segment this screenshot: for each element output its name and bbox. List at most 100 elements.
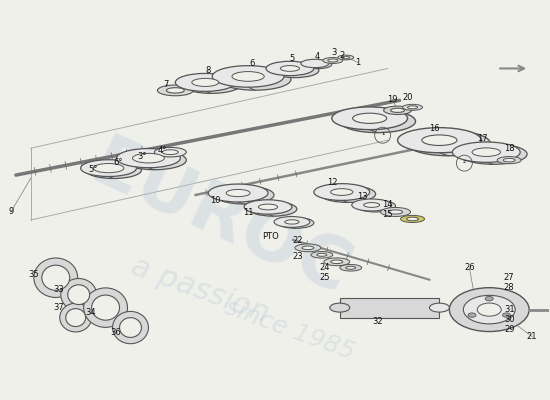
- Text: 23: 23: [293, 252, 303, 261]
- Text: 15: 15: [382, 210, 393, 220]
- Ellipse shape: [408, 106, 417, 109]
- Text: 22: 22: [293, 236, 303, 245]
- Ellipse shape: [271, 63, 319, 78]
- Text: 3°: 3°: [138, 152, 147, 161]
- Ellipse shape: [330, 303, 350, 312]
- Ellipse shape: [468, 313, 476, 317]
- Text: 12: 12: [328, 178, 338, 186]
- Ellipse shape: [81, 160, 136, 176]
- Ellipse shape: [317, 253, 327, 256]
- Text: 6°: 6°: [114, 158, 123, 167]
- Text: 17: 17: [477, 134, 488, 143]
- Bar: [340, 298, 439, 318]
- Text: 5°: 5°: [88, 165, 97, 174]
- Ellipse shape: [295, 244, 321, 252]
- Text: 27: 27: [504, 273, 514, 282]
- Ellipse shape: [94, 164, 124, 173]
- Text: 24: 24: [320, 263, 330, 272]
- Ellipse shape: [113, 312, 148, 344]
- Ellipse shape: [422, 135, 457, 146]
- Ellipse shape: [485, 296, 493, 301]
- Ellipse shape: [311, 252, 333, 258]
- Ellipse shape: [214, 186, 274, 204]
- Ellipse shape: [340, 110, 415, 133]
- Ellipse shape: [66, 309, 86, 326]
- Ellipse shape: [398, 128, 481, 153]
- Ellipse shape: [249, 202, 297, 216]
- Ellipse shape: [192, 78, 219, 86]
- Ellipse shape: [285, 220, 299, 224]
- Text: 33: 33: [53, 285, 64, 294]
- Ellipse shape: [304, 60, 332, 69]
- Text: 31: 31: [504, 305, 514, 314]
- Ellipse shape: [338, 55, 354, 60]
- Text: 35: 35: [29, 270, 39, 279]
- Ellipse shape: [364, 202, 379, 207]
- Text: 7: 7: [164, 80, 169, 89]
- Ellipse shape: [219, 69, 291, 90]
- Ellipse shape: [133, 153, 164, 163]
- Text: ¹: ¹: [381, 131, 384, 140]
- Text: 5: 5: [289, 54, 295, 63]
- Ellipse shape: [258, 204, 278, 210]
- Ellipse shape: [331, 189, 353, 195]
- Ellipse shape: [332, 107, 408, 130]
- Ellipse shape: [503, 158, 515, 162]
- Ellipse shape: [430, 303, 449, 312]
- Ellipse shape: [383, 106, 411, 114]
- Ellipse shape: [182, 76, 241, 93]
- Ellipse shape: [389, 210, 403, 214]
- Ellipse shape: [266, 61, 314, 76]
- Ellipse shape: [232, 72, 264, 81]
- Ellipse shape: [119, 318, 141, 338]
- Ellipse shape: [280, 66, 300, 71]
- Ellipse shape: [503, 313, 510, 317]
- Ellipse shape: [400, 215, 425, 222]
- Ellipse shape: [324, 258, 350, 266]
- Ellipse shape: [342, 56, 350, 59]
- Ellipse shape: [472, 148, 500, 156]
- Text: 36: 36: [110, 328, 121, 337]
- Ellipse shape: [155, 147, 186, 157]
- Ellipse shape: [34, 258, 78, 298]
- Ellipse shape: [302, 246, 314, 250]
- Ellipse shape: [356, 200, 395, 212]
- Text: 28: 28: [504, 283, 514, 292]
- Ellipse shape: [208, 184, 268, 202]
- Ellipse shape: [346, 266, 356, 269]
- Ellipse shape: [331, 260, 343, 264]
- Ellipse shape: [117, 148, 180, 168]
- Ellipse shape: [157, 85, 193, 96]
- Ellipse shape: [301, 59, 329, 68]
- Ellipse shape: [42, 265, 70, 290]
- Ellipse shape: [226, 190, 250, 197]
- Ellipse shape: [84, 288, 128, 327]
- Ellipse shape: [390, 108, 405, 112]
- Ellipse shape: [328, 59, 338, 62]
- Text: 13: 13: [358, 192, 368, 200]
- Ellipse shape: [477, 303, 501, 316]
- Ellipse shape: [92, 295, 119, 320]
- Text: PTO: PTO: [262, 232, 278, 241]
- Ellipse shape: [497, 156, 521, 164]
- Text: 16: 16: [429, 124, 440, 133]
- Text: 14: 14: [382, 200, 393, 210]
- Ellipse shape: [86, 162, 141, 178]
- Ellipse shape: [278, 218, 314, 228]
- Text: 9: 9: [8, 208, 14, 216]
- Ellipse shape: [463, 295, 515, 324]
- Ellipse shape: [340, 264, 362, 271]
- Text: 11: 11: [243, 208, 254, 218]
- Ellipse shape: [314, 184, 370, 200]
- Text: 1: 1: [355, 58, 360, 67]
- Text: 3: 3: [331, 48, 337, 57]
- Text: 34: 34: [85, 308, 96, 317]
- Ellipse shape: [406, 217, 419, 221]
- Ellipse shape: [68, 285, 90, 304]
- Text: 32: 32: [372, 317, 383, 326]
- Ellipse shape: [403, 104, 422, 110]
- Ellipse shape: [167, 88, 184, 93]
- Ellipse shape: [449, 288, 529, 332]
- Text: since 1985: since 1985: [222, 295, 358, 364]
- Ellipse shape: [459, 144, 527, 164]
